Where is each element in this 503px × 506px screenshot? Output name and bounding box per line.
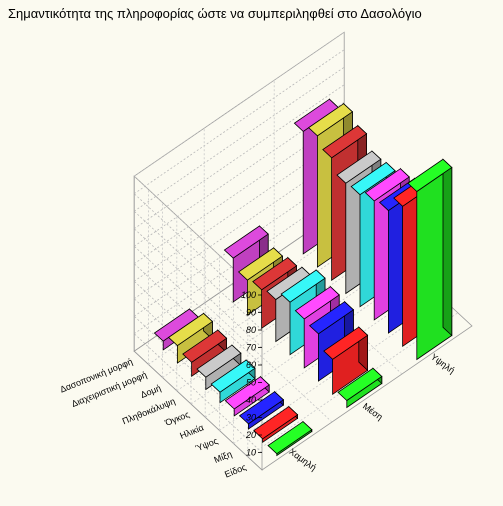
- bar: [224, 375, 270, 417]
- z-tick-label: 30: [246, 413, 256, 423]
- grid-line: [133, 210, 263, 331]
- bar-top: [182, 329, 228, 363]
- chart-title: Σημαντικότητα της πληροφορίας ώστε να συ…: [8, 6, 422, 21]
- bar-top: [323, 326, 369, 360]
- bar: [323, 326, 369, 396]
- bar-top: [252, 257, 298, 291]
- bar: [407, 158, 453, 361]
- grid-line: [133, 49, 345, 195]
- z-tick-label: 50: [246, 378, 256, 388]
- bar-top: [337, 367, 383, 402]
- bar-top: [210, 359, 256, 393]
- z-tick-label: 90: [246, 308, 256, 318]
- bar-top: [223, 225, 269, 259]
- bar: [337, 367, 383, 409]
- bars-layer: [153, 98, 453, 457]
- bar-top: [167, 312, 214, 347]
- z-tick-label: 10: [246, 448, 256, 458]
- level-label: Υψηλή: [429, 352, 457, 376]
- bar-top: [280, 269, 326, 303]
- z-tick-label: 60: [246, 360, 256, 370]
- z-tick-label: 70: [246, 343, 256, 353]
- grid-line: [133, 66, 345, 212]
- bar-top: [196, 344, 242, 378]
- bar-side: [442, 158, 453, 337]
- bar-top: [350, 161, 396, 196]
- level-label: Μέση: [361, 401, 385, 422]
- category-label: Μίξη: [213, 449, 234, 465]
- category-label: Όγκος: [163, 409, 192, 428]
- grid-line: [133, 333, 263, 453]
- bar-top: [224, 376, 270, 410]
- z-tick-label: 20: [245, 430, 256, 440]
- bar-top: [322, 125, 368, 159]
- bar-top: [267, 421, 313, 455]
- bar: [253, 405, 299, 444]
- bar: [267, 420, 313, 457]
- bar: [196, 344, 242, 391]
- bar-top: [407, 158, 453, 193]
- grid-line: [133, 31, 345, 177]
- grid-line: [133, 245, 263, 366]
- grid-line: [133, 84, 345, 230]
- category-label: Δομή: [139, 383, 162, 400]
- bar-top: [237, 247, 284, 281]
- level-label: Χαμηλή: [287, 446, 318, 472]
- bar-top: [238, 391, 285, 425]
- bar-top: [307, 103, 354, 137]
- bar-top: [308, 301, 355, 335]
- bar-top: [364, 168, 410, 202]
- bar-top: [336, 150, 382, 184]
- bar: [238, 390, 285, 430]
- category-label: Ηλικία: [178, 422, 205, 441]
- z-tick-label: 40: [246, 395, 256, 405]
- category-label: Είδος: [223, 462, 248, 480]
- grid-line: [133, 228, 263, 348]
- category-label: Ύψος: [194, 435, 220, 453]
- bar-top: [253, 406, 299, 440]
- z-tick-label: 100: [241, 290, 256, 300]
- grid-line: [203, 302, 333, 423]
- bar-top: [294, 286, 340, 320]
- bar: [210, 359, 256, 404]
- z-tick-label: 80: [246, 325, 256, 335]
